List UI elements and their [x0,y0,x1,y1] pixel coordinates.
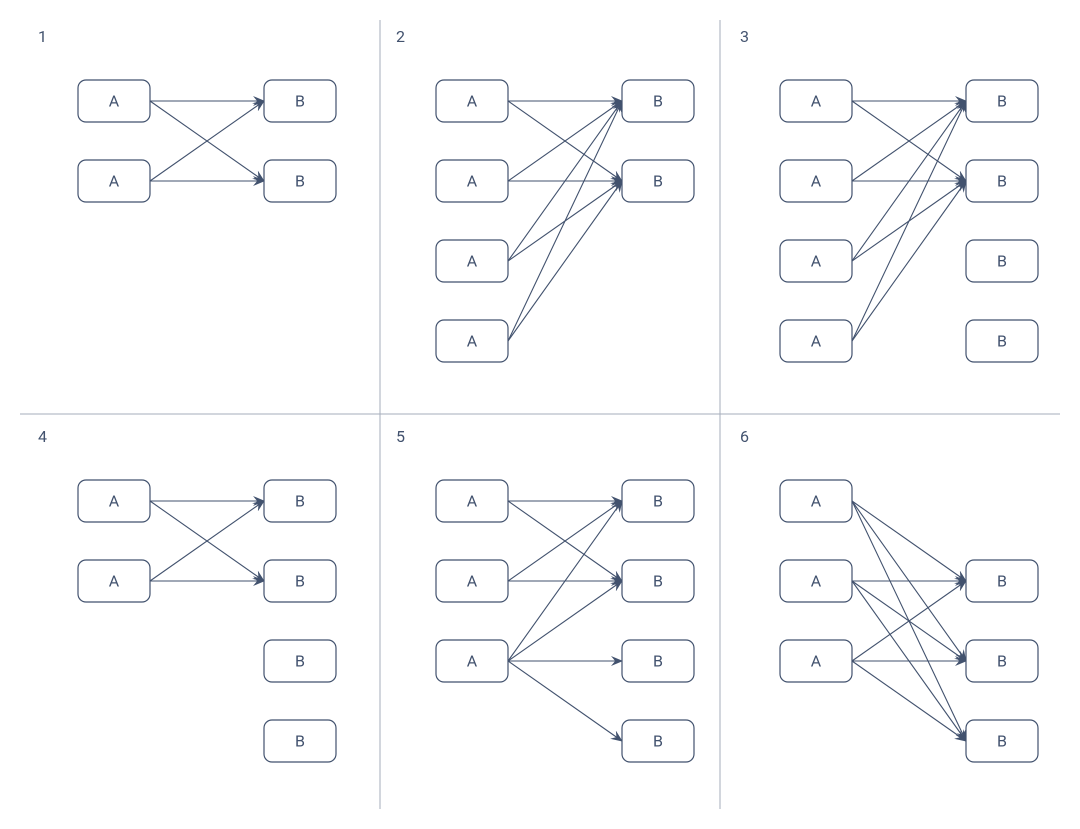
node-label: B [997,172,1007,191]
node-label: A [109,572,120,591]
node-label: A [811,492,822,511]
panel-label-4: 4 [38,427,47,446]
node-label: A [109,92,120,111]
node-a-6-1: A [780,560,852,602]
node-a-4-1: A [78,560,150,602]
node-b-1-0: B [264,80,336,122]
node-label: A [811,172,822,191]
node-label: B [295,652,305,671]
edge-6-8 [852,661,966,741]
node-a-5-2: A [436,640,508,682]
node-b-5-1: B [622,560,694,602]
edge-3-6 [852,101,966,341]
node-label: A [467,572,478,591]
edge-6-0 [852,501,966,581]
node-label: A [467,652,478,671]
node-b-4-2: B [264,640,336,682]
node-a-1-1: A [78,160,150,202]
node-label: A [109,172,120,191]
node-label: B [653,172,663,191]
panel-label-6: 6 [740,427,749,446]
node-label: B [997,92,1007,111]
node-label: B [997,652,1007,671]
node-label: B [653,92,663,111]
node-b-2-0: B [622,80,694,122]
node-label: A [811,332,822,351]
node-label: B [997,572,1007,591]
node-b-3-3: B [966,320,1038,362]
node-a-3-0: A [780,80,852,122]
panel-label-5: 5 [396,427,405,446]
node-b-3-2: B [966,240,1038,282]
panel-label-1: 1 [38,27,47,46]
node-a-2-2: A [436,240,508,282]
node-b-5-2: B [622,640,694,682]
node-b-4-0: B [264,480,336,522]
node-label: B [295,92,305,111]
node-b-6-1: B [966,560,1038,602]
node-a-2-1: A [436,160,508,202]
node-label: B [295,492,305,511]
edge-2-7 [508,181,622,341]
edge-2-6 [508,101,622,341]
node-a-3-2: A [780,240,852,282]
node-b-6-2: B [966,640,1038,682]
node-label: B [997,252,1007,271]
node-label: A [811,572,822,591]
node-b-6-3: B [966,720,1038,762]
node-b-5-0: B [622,480,694,522]
node-label: A [109,492,120,511]
node-label: A [467,332,478,351]
node-label: B [653,572,663,591]
node-a-6-2: A [780,640,852,682]
bipartite-diagram-grid: 1 A A B B 2 A A A A B B 3 A A A A B B B B 4 A A B B B B 5 A A A B B B B 6 A A A… [0,0,1080,829]
node-label: B [997,732,1007,751]
node-label: A [811,652,822,671]
node-label: B [653,652,663,671]
node-a-2-3: A [436,320,508,362]
edge-3-7 [852,181,966,341]
node-label: B [653,732,663,751]
node-label: B [295,732,305,751]
node-a-1-0: A [78,80,150,122]
edge-5-5 [508,581,622,661]
node-label: A [811,252,822,271]
node-b-5-3: B [622,720,694,762]
node-b-3-1: B [966,160,1038,202]
node-b-1-1: B [264,160,336,202]
edge-5-7 [508,661,622,741]
node-a-4-0: A [78,480,150,522]
node-a-5-0: A [436,480,508,522]
node-label: A [467,492,478,511]
node-label: B [295,572,305,591]
node-label: B [997,332,1007,351]
node-a-2-0: A [436,80,508,122]
node-label: B [295,172,305,191]
node-a-6-0: A [780,480,852,522]
node-b-4-1: B [264,560,336,602]
node-a-5-1: A [436,560,508,602]
node-label: A [467,252,478,271]
node-b-3-0: B [966,80,1038,122]
node-a-3-3: A [780,320,852,362]
node-a-3-1: A [780,160,852,202]
node-label: A [467,92,478,111]
node-label: A [811,92,822,111]
node-label: A [467,172,478,191]
panel-label-3: 3 [740,27,749,46]
node-b-4-3: B [264,720,336,762]
node-label: B [653,492,663,511]
panel-label-2: 2 [396,27,405,46]
node-b-2-1: B [622,160,694,202]
